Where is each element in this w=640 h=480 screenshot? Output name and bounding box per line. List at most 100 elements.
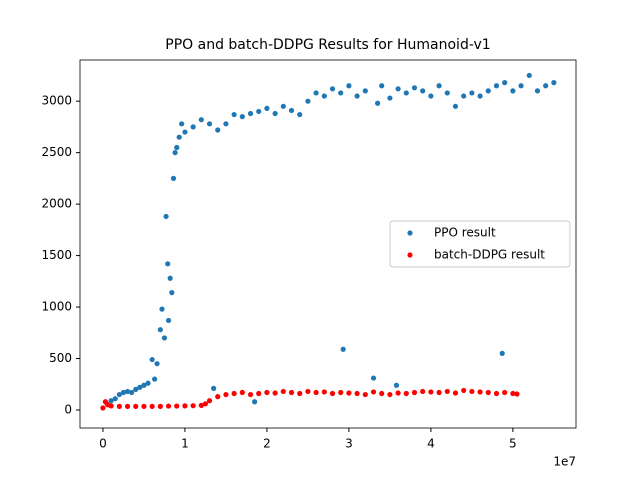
data-point [321,93,327,99]
legend-box [389,220,571,268]
data-point [182,129,188,135]
data-point [493,83,500,89]
data-point [469,90,475,96]
data-point [313,389,319,396]
y-tick-label: 500 [49,351,72,365]
y-tick-label: 2000 [41,197,72,211]
data-point [461,93,467,99]
data-point [215,394,221,400]
data-point [161,335,168,341]
data-point [502,80,508,86]
y-tick-label: 3000 [41,94,72,108]
data-point [206,398,213,404]
data-point [145,380,151,386]
data-point [502,389,508,396]
data-point [452,390,459,396]
data-point [256,108,262,115]
data-point [510,390,516,397]
data-point [247,110,254,117]
data-point [116,403,122,409]
plot-frame [79,59,577,429]
data-point [534,88,541,94]
data-point [379,390,385,397]
x-offset-label: 1e7 [553,455,576,469]
data-point [485,389,491,396]
data-point [116,391,122,398]
data-point [280,103,286,109]
data-point [141,382,147,388]
data-point [518,83,524,89]
data-point [461,387,467,394]
data-point [198,117,204,123]
data-point [387,95,393,101]
data-point [338,389,344,396]
data-point [469,388,475,395]
data-point [362,88,368,94]
data-point [231,111,237,118]
data-point [354,390,360,397]
data-point [288,107,295,114]
data-point [211,385,217,391]
x-tick-label: 4 [427,437,435,451]
data-point [411,85,418,91]
data-point [436,389,442,396]
data-point [338,90,344,96]
data-point [159,306,165,312]
data-point [163,213,169,220]
data-point [157,403,163,409]
data-point [149,403,155,409]
data-point [176,134,182,140]
data-point [239,114,245,120]
data-point [129,389,135,396]
data-point [157,327,163,333]
data-point [223,121,229,127]
data-point [444,90,450,96]
data-point [272,110,278,117]
data-point [198,402,204,408]
data-point [375,100,381,106]
data-point [108,403,114,409]
data-point [165,403,172,409]
data-point [329,86,336,92]
data-point [174,144,180,151]
data-point [354,93,360,99]
data-point [387,391,393,398]
y-tick-label: 1000 [41,300,72,314]
data-point [428,93,434,99]
data-point [411,389,418,396]
data-point [272,390,278,396]
data-point [165,317,172,324]
data-point [108,398,114,404]
data-point [420,388,426,395]
data-point [340,346,346,352]
data-point [297,111,303,118]
data-point [133,386,139,392]
data-point [120,389,127,396]
data-point [124,388,131,395]
data-point [112,396,118,402]
data-point [202,401,209,407]
x-tick-label: 1 [181,437,189,451]
data-point [170,175,177,181]
data-point [172,150,178,156]
data-point [477,93,483,99]
data-point [264,105,270,111]
x-tick-label: 5 [509,437,517,451]
data-point [436,83,442,89]
x-tick-label: 0 [99,437,107,451]
x-tick-label: 2 [263,437,271,451]
data-point [395,390,401,396]
data-point [182,403,188,409]
data-point [190,124,196,130]
legend-label: PPO result [434,226,496,240]
data-point [403,390,409,397]
data-point [370,375,377,381]
data-point [485,88,491,94]
data-point [179,121,185,127]
data-point [428,389,434,395]
data-point [551,80,557,86]
data-point [137,384,143,390]
data-point [167,275,173,281]
data-point [514,391,520,397]
data-point [149,356,155,363]
